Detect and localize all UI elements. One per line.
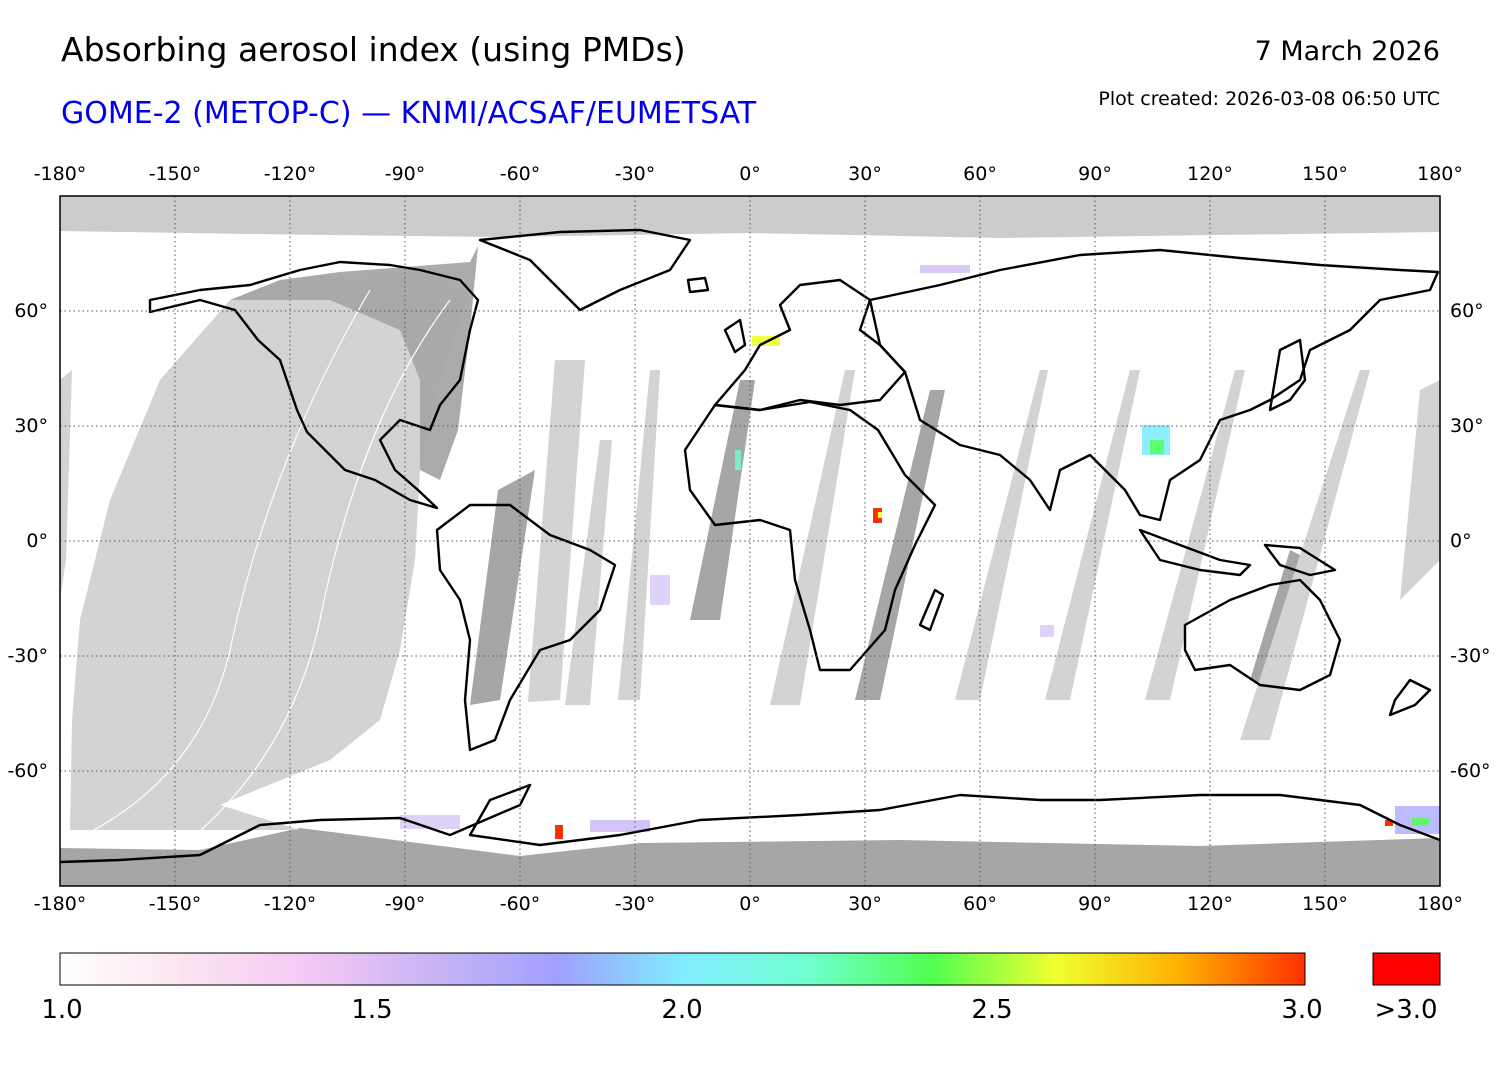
longitude-tick-label: 120°	[1187, 893, 1233, 915]
orbit-seam	[74, 289, 371, 841]
australia-coastline	[1183, 578, 1342, 692]
north-america-coastline	[148, 260, 480, 510]
pacific-data-gap	[70, 272, 470, 830]
new-guinea-coastline	[1263, 543, 1337, 577]
british-isles-coastline	[723, 318, 747, 354]
longitude-tick-label: -90°	[384, 893, 426, 915]
colorbar-label: 1.5	[351, 995, 393, 1025]
swath-gap	[565, 440, 612, 705]
longitude-tick-label: -30°	[614, 893, 656, 915]
pacific-data-gap-dark	[230, 246, 478, 480]
longitude-tick-label: 90°	[1078, 163, 1112, 185]
new-zealand-coastline	[1388, 678, 1432, 717]
latitude-tick-label: -30°	[1450, 645, 1491, 667]
graticule	[60, 196, 1440, 886]
greenland-coastline	[478, 228, 692, 312]
longitude-tick-label: 180°	[1417, 163, 1463, 185]
aerosol-hotspot	[1040, 625, 1054, 637]
swath-gap	[1400, 380, 1440, 600]
latitude-tick-label: 60°	[14, 300, 48, 322]
latitude-tick-label: 60°	[1450, 300, 1484, 322]
swath-gap	[1045, 370, 1140, 700]
longitude-tick-label: 0°	[739, 893, 761, 915]
aerosol-hotspot	[1385, 820, 1393, 826]
aerosol-hotspot	[555, 825, 563, 839]
longitude-tick-label: 150°	[1302, 163, 1348, 185]
plot-created-timestamp: Plot created: 2026-03-08 06:50 UTC	[1098, 88, 1440, 110]
latitude-tick-label: 0°	[26, 530, 48, 552]
longitude-tick-label: 30°	[848, 163, 882, 185]
swath-gap	[528, 360, 585, 702]
longitude-tick-label: 150°	[1302, 893, 1348, 915]
colorbar-label: 1.0	[41, 995, 83, 1025]
colorbar-label: 2.0	[661, 995, 703, 1025]
aerosol-hotspot	[873, 508, 882, 523]
swath-gap	[1145, 370, 1245, 700]
longitude-tick-label: -180°	[33, 893, 87, 915]
latitude-tick-label: 30°	[1450, 415, 1484, 437]
madagascar-coastline	[918, 588, 945, 632]
aerosol-hotspot	[735, 450, 741, 470]
indonesia-coastline	[1138, 528, 1252, 577]
aerosol-hotspot	[650, 575, 670, 605]
swath-gap	[770, 370, 855, 705]
europe-coastline	[713, 278, 907, 412]
longitude-tick-label: -90°	[384, 163, 426, 185]
latitude-tick-label: 30°	[14, 415, 48, 437]
swath-gap-africa	[690, 380, 755, 620]
latitude-tick-label: -30°	[7, 645, 48, 667]
aerosol-hotspot	[920, 265, 970, 273]
map-panel	[60, 196, 1440, 886]
colorbar-scale	[59, 952, 1306, 986]
swath-gap-africa-east	[855, 390, 945, 700]
asia-coastline	[868, 248, 1440, 522]
colorbar-over-box	[1372, 952, 1441, 986]
longitude-tick-label: -150°	[148, 163, 202, 185]
latitude-tick-label: 0°	[1450, 530, 1472, 552]
longitude-tick-label: 90°	[1078, 893, 1112, 915]
swath-gap	[1240, 370, 1370, 740]
south-america-coastline	[435, 503, 617, 752]
aerosol-hotspot	[1150, 440, 1164, 454]
longitude-tick-label: 120°	[1187, 163, 1233, 185]
arctic-no-data-region	[60, 196, 1440, 238]
swath-gap	[60, 370, 72, 600]
longitude-tick-label: 180°	[1417, 893, 1463, 915]
longitude-tick-label: 30°	[848, 893, 882, 915]
instrument-subtitle: GOME-2 (METOP-C) — KNMI/ACSAF/EUMETSAT	[61, 96, 757, 131]
iceland-coastline	[686, 276, 710, 294]
aerosol-hotspot	[1412, 818, 1430, 826]
latitude-tick-label: -60°	[7, 760, 48, 782]
longitude-tick-label: -150°	[148, 893, 202, 915]
aerosol-hotspot	[400, 815, 460, 829]
japan-coastline	[1268, 338, 1307, 412]
orbit-seam	[179, 299, 451, 849]
longitude-tick-label: -120°	[263, 893, 317, 915]
latitude-tick-label: -60°	[1450, 760, 1491, 782]
longitude-tick-label: 60°	[963, 893, 997, 915]
swath-gap-atlantic	[470, 470, 535, 705]
swath-gap	[955, 370, 1048, 700]
longitude-tick-label: -180°	[33, 163, 87, 185]
aerosol-hotspot	[878, 512, 882, 518]
colorbar-label: 3.0	[1281, 995, 1323, 1025]
colorbar-over-label: >3.0	[1374, 995, 1438, 1025]
longitude-tick-label: 60°	[963, 163, 997, 185]
longitude-tick-label: -60°	[499, 893, 541, 915]
colorbar-label: 2.5	[971, 995, 1013, 1025]
coastlines	[60, 228, 1440, 864]
longitude-tick-label: -60°	[499, 163, 541, 185]
antarctica-coastline	[60, 783, 1440, 864]
longitude-tick-label: -120°	[263, 163, 317, 185]
swath-gap	[618, 370, 660, 700]
map-frame	[59, 195, 1441, 887]
africa-coastline	[683, 400, 937, 672]
observation-date: 7 March 2026	[1254, 36, 1440, 67]
map-title: Absorbing aerosol index (using PMDs)	[61, 30, 686, 69]
longitude-tick-label: -30°	[614, 163, 656, 185]
longitude-tick-label: 0°	[739, 163, 761, 185]
